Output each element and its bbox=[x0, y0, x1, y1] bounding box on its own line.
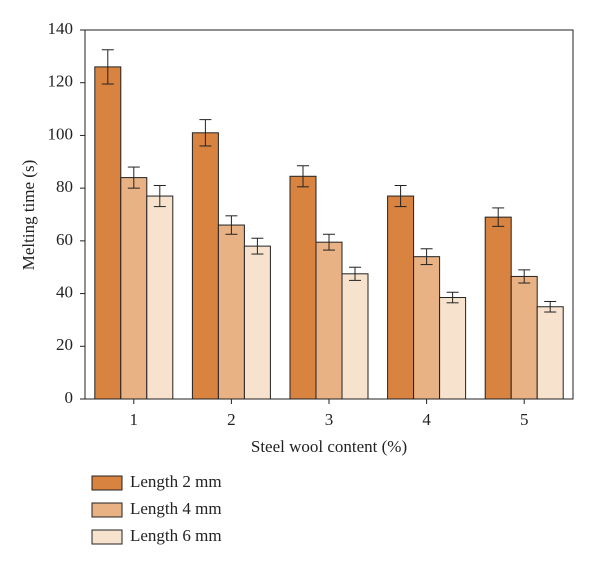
legend-swatch bbox=[91, 502, 123, 518]
error-bar bbox=[199, 119, 212, 147]
bar bbox=[341, 273, 369, 400]
bar bbox=[94, 66, 122, 400]
plot-frame bbox=[84, 29, 574, 400]
y-axis-label: Melting time (s) bbox=[19, 160, 38, 270]
error-bar bbox=[251, 237, 264, 255]
error-bar bbox=[446, 291, 459, 304]
legend-label: Length 2 mm bbox=[130, 472, 222, 491]
bar bbox=[146, 195, 174, 400]
y-tick-label: 0 bbox=[65, 388, 74, 407]
error-bar bbox=[492, 207, 505, 227]
y-tick-label: 60 bbox=[56, 230, 73, 249]
error-bar bbox=[349, 266, 361, 281]
x-tick-label: 1 bbox=[130, 410, 139, 429]
bar bbox=[510, 275, 538, 400]
error-bar bbox=[101, 49, 114, 85]
y-tick-label: 80 bbox=[56, 177, 73, 196]
x-tick-label: 5 bbox=[520, 410, 529, 429]
bar bbox=[191, 132, 219, 400]
bar bbox=[217, 224, 245, 400]
bar bbox=[439, 297, 467, 400]
y-tick-label: 120 bbox=[48, 72, 74, 91]
bar bbox=[413, 256, 441, 400]
legend-label: Length 4 mm bbox=[130, 499, 222, 518]
bar bbox=[315, 241, 343, 400]
bar bbox=[484, 216, 512, 400]
error-bar bbox=[544, 300, 557, 313]
y-tick-label: 100 bbox=[48, 124, 74, 143]
bar bbox=[536, 306, 564, 400]
error-bar bbox=[153, 185, 166, 208]
error-bar bbox=[127, 166, 140, 189]
x-axis-label: Steel wool content (%) bbox=[251, 437, 407, 456]
bar bbox=[289, 175, 317, 400]
x-tick-label: 2 bbox=[227, 410, 236, 429]
error-bar bbox=[518, 269, 531, 284]
y-tick-label: 40 bbox=[56, 282, 73, 301]
legend-label: Length 6 mm bbox=[130, 526, 222, 545]
legend-swatch bbox=[91, 529, 123, 545]
bar bbox=[243, 245, 271, 400]
error-bar bbox=[225, 215, 238, 235]
error-bar bbox=[420, 248, 433, 266]
y-tick-label: 140 bbox=[48, 19, 74, 38]
x-tick-label: 3 bbox=[325, 410, 334, 429]
error-bar bbox=[297, 165, 309, 188]
error-bar bbox=[323, 233, 335, 251]
error-bar bbox=[394, 185, 407, 208]
bar bbox=[387, 195, 415, 400]
y-tick-label: 20 bbox=[56, 335, 73, 354]
bar bbox=[120, 177, 148, 400]
x-tick-label: 4 bbox=[422, 410, 431, 429]
legend-swatch bbox=[91, 475, 123, 491]
